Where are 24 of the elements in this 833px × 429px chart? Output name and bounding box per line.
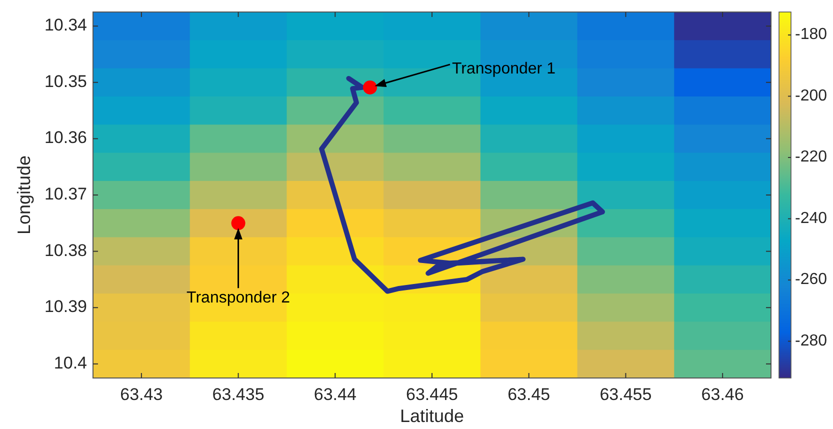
- y-tick-label: 10.34: [44, 16, 87, 35]
- y-tick-label: 10.37: [44, 184, 87, 204]
- x-tick-label: 63.445: [406, 385, 458, 404]
- x-tick-label: 63.435: [212, 385, 264, 404]
- color-bar-label: -180: [795, 26, 828, 44]
- y-tick-label: 10.39: [44, 297, 87, 316]
- x-axis-title: Latitude: [400, 406, 464, 426]
- y-tick-label: 10.35: [44, 72, 87, 91]
- annotation: Transponder 2: [186, 289, 290, 306]
- color-bar-label: -220: [795, 148, 828, 166]
- color-bar-label: -260: [795, 271, 828, 288]
- x-tick-label: 63.46: [701, 385, 744, 404]
- y-tick-label: 10.4: [54, 353, 87, 372]
- y-tick-label: 10.38: [44, 240, 87, 260]
- color-bar-label: -200: [795, 87, 828, 104]
- annotation: Transponder 1: [452, 60, 556, 78]
- x-tick-label: 63.43: [120, 385, 163, 404]
- color-bar-label: -280: [795, 332, 828, 350]
- x-tick-label: 63.455: [600, 385, 652, 404]
- x-tick-label: 63.44: [314, 385, 356, 404]
- y-axis-title: Longitude: [14, 155, 34, 235]
- y-tick-label: 10.36: [44, 128, 87, 148]
- color-bar-label: -240: [795, 210, 828, 227]
- x-tick-label: 63.45: [508, 385, 550, 404]
